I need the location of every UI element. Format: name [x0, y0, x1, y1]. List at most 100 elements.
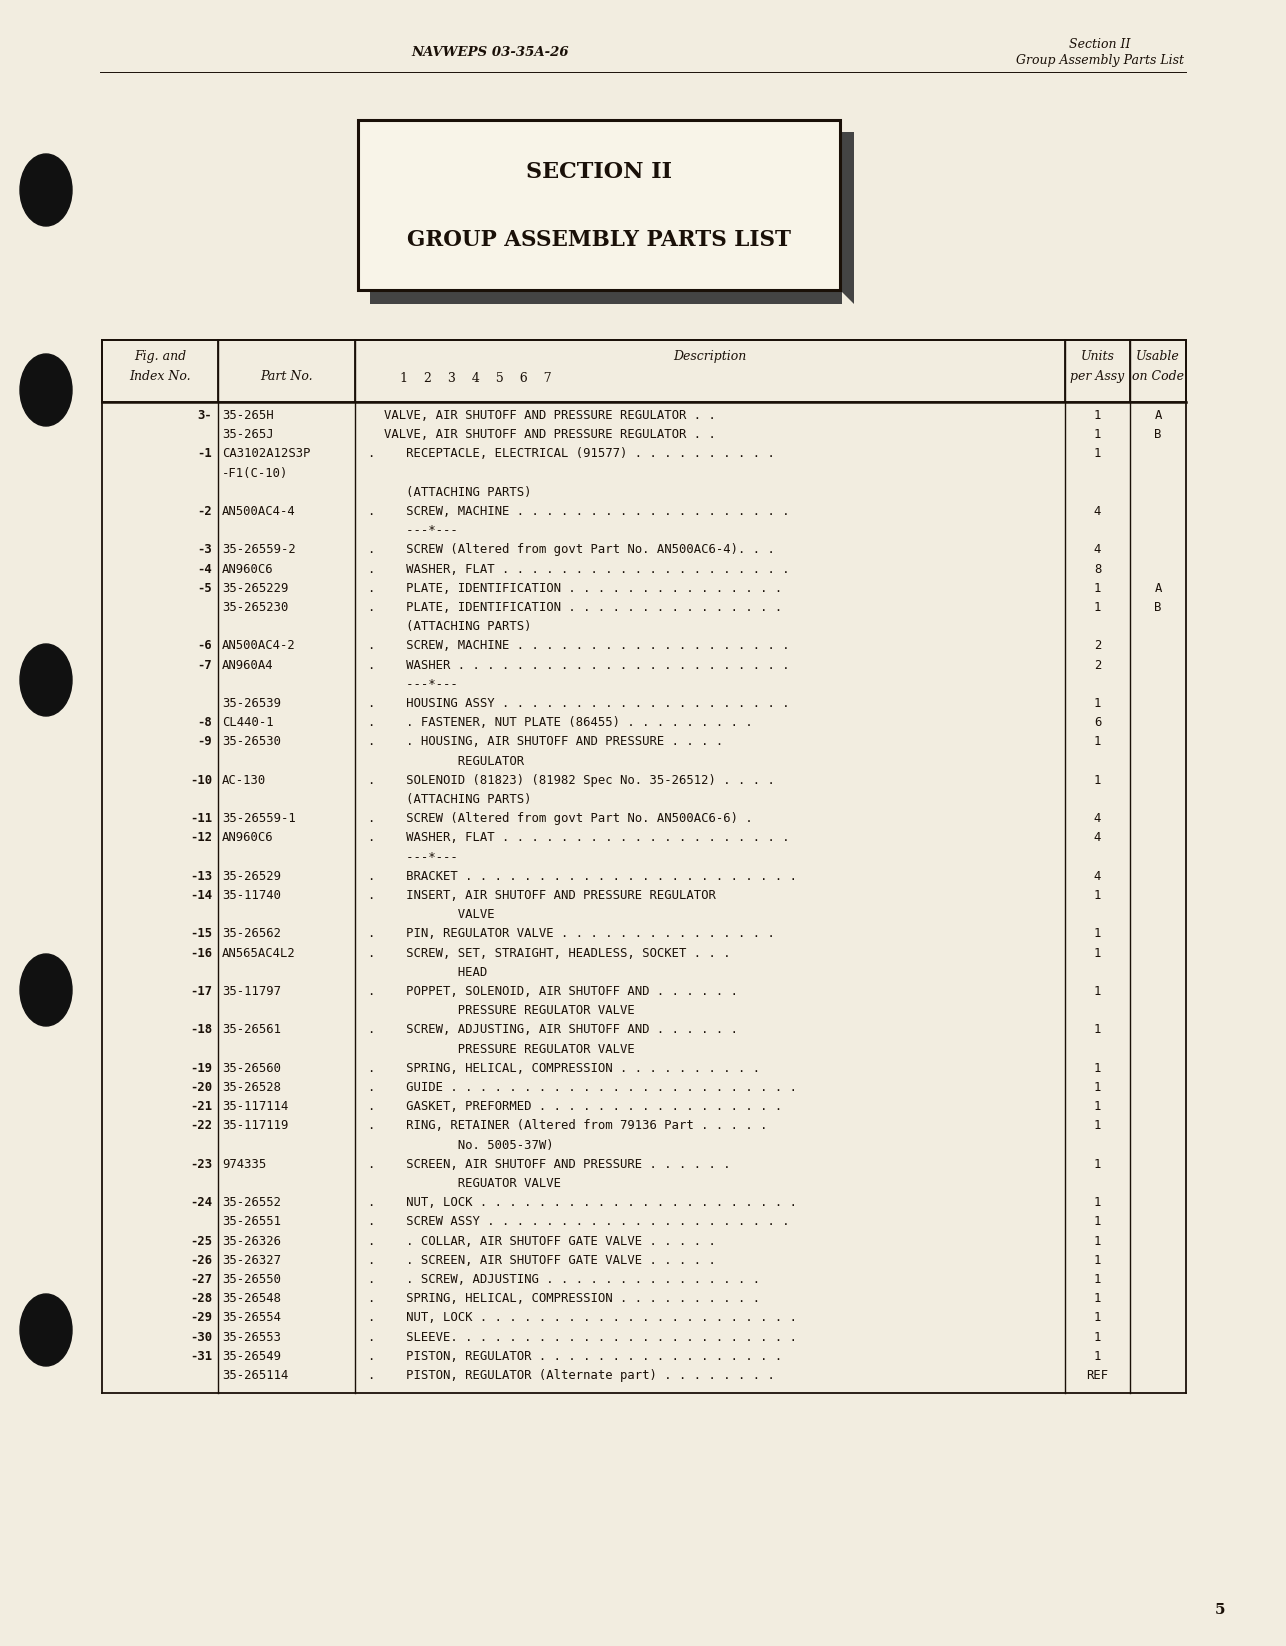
- Text: .: .: [367, 1234, 374, 1248]
- Text: 35-26548: 35-26548: [222, 1292, 282, 1305]
- Text: 8: 8: [1094, 563, 1101, 576]
- Text: 35-26327: 35-26327: [222, 1254, 282, 1267]
- Text: .: .: [367, 639, 374, 652]
- Text: 1: 1: [1094, 984, 1101, 997]
- Text: GROUP ASSEMBLY PARTS LIST: GROUP ASSEMBLY PARTS LIST: [406, 229, 791, 250]
- Text: WASHER . . . . . . . . . . . . . . . . . . . . . . .: WASHER . . . . . . . . . . . . . . . . .…: [385, 658, 790, 672]
- Text: -10: -10: [190, 774, 212, 787]
- Text: 5: 5: [1215, 1603, 1226, 1616]
- Polygon shape: [370, 290, 842, 305]
- Text: . FASTENER, NUT PLATE (86455) . . . . . . . . .: . FASTENER, NUT PLATE (86455) . . . . . …: [385, 716, 752, 729]
- Text: 4: 4: [1094, 543, 1101, 556]
- Text: ---*---: ---*---: [385, 851, 458, 864]
- Text: CL440-1: CL440-1: [222, 716, 274, 729]
- Text: 35-26550: 35-26550: [222, 1272, 282, 1286]
- Text: 1: 1: [1094, 1234, 1101, 1248]
- Text: 1: 1: [1094, 1062, 1101, 1075]
- Text: 1: 1: [1094, 1119, 1101, 1132]
- Text: 1: 1: [1094, 428, 1101, 441]
- Text: -11: -11: [190, 811, 212, 825]
- Text: 4: 4: [1094, 831, 1101, 844]
- Ellipse shape: [21, 354, 72, 426]
- Text: SCREW (Altered from govt Part No. AN500AC6-6) .: SCREW (Altered from govt Part No. AN500A…: [385, 811, 752, 825]
- Text: -16: -16: [190, 946, 212, 960]
- Text: .: .: [367, 946, 374, 960]
- Text: 35-11740: 35-11740: [222, 889, 282, 902]
- Text: SCREEN, AIR SHUTOFF AND PRESSURE . . . . . .: SCREEN, AIR SHUTOFF AND PRESSURE . . . .…: [385, 1157, 730, 1170]
- Text: 35-11797: 35-11797: [222, 984, 282, 997]
- Text: No. 5005-37W): No. 5005-37W): [385, 1139, 554, 1152]
- Text: 35-26539: 35-26539: [222, 696, 282, 709]
- Text: POPPET, SOLENOID, AIR SHUTOFF AND . . . . . .: POPPET, SOLENOID, AIR SHUTOFF AND . . . …: [385, 984, 738, 997]
- Text: .: .: [367, 831, 374, 844]
- Text: .: .: [367, 1215, 374, 1228]
- Text: VALVE, AIR SHUTOFF AND PRESSURE REGULATOR . .: VALVE, AIR SHUTOFF AND PRESSURE REGULATO…: [385, 428, 716, 441]
- Text: 35-26549: 35-26549: [222, 1350, 282, 1363]
- Text: 1: 1: [1094, 1254, 1101, 1267]
- Text: 35-26561: 35-26561: [222, 1024, 282, 1037]
- Text: 35-265J: 35-265J: [222, 428, 274, 441]
- Text: -30: -30: [190, 1330, 212, 1343]
- Text: AN500AC4-2: AN500AC4-2: [222, 639, 296, 652]
- Text: -22: -22: [190, 1119, 212, 1132]
- Text: .: .: [367, 543, 374, 556]
- Text: -12: -12: [190, 831, 212, 844]
- Text: -3: -3: [197, 543, 212, 556]
- Text: AN960A4: AN960A4: [222, 658, 274, 672]
- Text: -23: -23: [190, 1157, 212, 1170]
- Text: 1: 1: [1094, 736, 1101, 749]
- Text: on Code: on Code: [1132, 369, 1184, 382]
- Text: .: .: [367, 1330, 374, 1343]
- Text: 1: 1: [1094, 889, 1101, 902]
- Text: SCREW ASSY . . . . . . . . . . . . . . . . . . . . .: SCREW ASSY . . . . . . . . . . . . . . .…: [385, 1215, 790, 1228]
- Text: 35-117119: 35-117119: [222, 1119, 288, 1132]
- Text: 4: 4: [1094, 869, 1101, 882]
- Text: -15: -15: [190, 927, 212, 940]
- Text: .: .: [367, 563, 374, 576]
- Text: -26: -26: [190, 1254, 212, 1267]
- Text: .: .: [367, 1272, 374, 1286]
- Text: 35-117114: 35-117114: [222, 1100, 288, 1113]
- Text: -7: -7: [197, 658, 212, 672]
- Text: 1: 1: [1094, 1330, 1101, 1343]
- Text: 35-26326: 35-26326: [222, 1234, 282, 1248]
- Text: .: .: [367, 696, 374, 709]
- Text: .: .: [367, 1100, 374, 1113]
- Text: -2: -2: [197, 505, 212, 518]
- Text: .: .: [367, 601, 374, 614]
- Text: 35-265230: 35-265230: [222, 601, 288, 614]
- Text: 2: 2: [1094, 639, 1101, 652]
- Text: 1: 1: [1094, 1292, 1101, 1305]
- Text: Description: Description: [674, 349, 747, 362]
- Text: 1: 1: [1094, 1157, 1101, 1170]
- Text: -17: -17: [190, 984, 212, 997]
- Text: 35-265114: 35-265114: [222, 1369, 288, 1383]
- Text: 2: 2: [1094, 658, 1101, 672]
- Text: .: .: [367, 1254, 374, 1267]
- Text: REGULATOR: REGULATOR: [385, 754, 525, 767]
- Text: 4: 4: [1094, 505, 1101, 518]
- Text: .: .: [367, 1197, 374, 1210]
- Text: .: .: [367, 1119, 374, 1132]
- Text: .: .: [367, 736, 374, 749]
- Text: SECTION II: SECTION II: [526, 161, 673, 183]
- Text: .: .: [367, 1292, 374, 1305]
- Bar: [102, 341, 1186, 402]
- Text: -25: -25: [190, 1234, 212, 1248]
- Text: -18: -18: [190, 1024, 212, 1037]
- Text: GUIDE . . . . . . . . . . . . . . . . . . . . . . . .: GUIDE . . . . . . . . . . . . . . . . . …: [385, 1081, 797, 1095]
- Text: .: .: [367, 505, 374, 518]
- Text: (ATTACHING PARTS): (ATTACHING PARTS): [385, 793, 531, 807]
- Text: -29: -29: [190, 1312, 212, 1325]
- Text: VALVE, AIR SHUTOFF AND PRESSURE REGULATOR . .: VALVE, AIR SHUTOFF AND PRESSURE REGULATO…: [385, 408, 716, 421]
- Text: PISTON, REGULATOR . . . . . . . . . . . . . . . . .: PISTON, REGULATOR . . . . . . . . . . . …: [385, 1350, 782, 1363]
- Text: Group Assembly Parts List: Group Assembly Parts List: [1016, 54, 1184, 66]
- Text: SCREW, MACHINE . . . . . . . . . . . . . . . . . . .: SCREW, MACHINE . . . . . . . . . . . . .…: [385, 639, 790, 652]
- Text: INSERT, AIR SHUTOFF AND PRESSURE REGULATOR: INSERT, AIR SHUTOFF AND PRESSURE REGULAT…: [385, 889, 716, 902]
- Text: . COLLAR, AIR SHUTOFF GATE VALVE . . . . .: . COLLAR, AIR SHUTOFF GATE VALVE . . . .…: [385, 1234, 716, 1248]
- Ellipse shape: [21, 1294, 72, 1366]
- Text: .: .: [367, 1081, 374, 1095]
- Text: SCREW, ADJUSTING, AIR SHUTOFF AND . . . . . .: SCREW, ADJUSTING, AIR SHUTOFF AND . . . …: [385, 1024, 738, 1037]
- Text: Part No.: Part No.: [260, 369, 312, 382]
- Text: -19: -19: [190, 1062, 212, 1075]
